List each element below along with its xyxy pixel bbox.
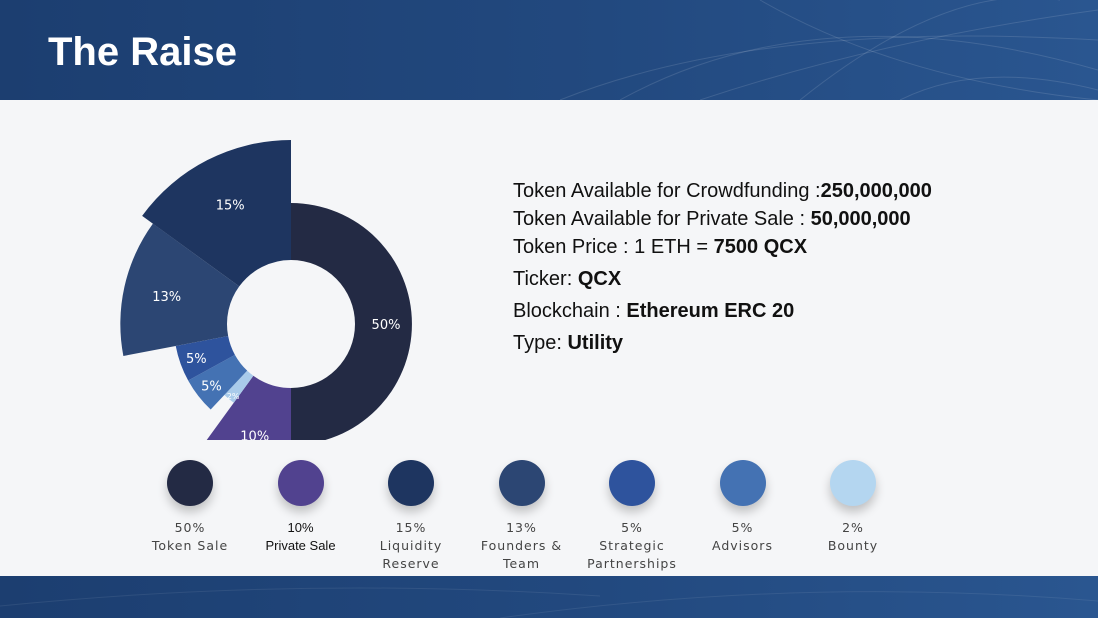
info-label: Blockchain : [513, 300, 627, 322]
legend-swatch [719, 460, 766, 506]
legend-swatch [498, 460, 545, 506]
legend-swatch [609, 460, 655, 506]
chart-slice [224, 370, 254, 403]
legend-percent: 15% [395, 520, 427, 535]
info-value: Utility [567, 332, 624, 354]
footer-band [0, 576, 1098, 618]
chart-slice [291, 203, 412, 440]
info-line: Type: Utility [513, 332, 623, 355]
chart-legend: 50% Token Sale 10% Private Sale 15% Liquidity… [135, 460, 965, 573]
info-value: 250,000,000 [820, 180, 932, 202]
info-value: 7500 QCX [713, 236, 808, 258]
slice-label: 50% [372, 318, 401, 333]
header-band: The Raise [0, 0, 1098, 100]
legend-label: Advisors [712, 538, 773, 553]
distribution-chart: 50% 10% 2% 5% 5% 13% 15% [120, 140, 412, 440]
legend-label: Strategic Partnerships [587, 538, 677, 571]
info-label: Token Available for Crowdfunding : [513, 180, 821, 202]
info-value: QCX [577, 268, 622, 290]
info-line: Blockchain : Ethereum ERC 20 [513, 300, 794, 323]
legend-item: 10% Private Sale [246, 460, 356, 555]
slice-label: 13% [152, 290, 181, 305]
legend-percent: 13% [506, 520, 537, 535]
legend-swatch [277, 460, 324, 506]
legend-swatch [388, 460, 434, 506]
legend-item: 50% Token Sale [135, 460, 245, 555]
chart-slice [188, 354, 248, 410]
legend-label: Bounty [827, 538, 879, 553]
slice-label: 2% [227, 392, 240, 401]
legend-percent: 50% [174, 520, 206, 535]
legend-label: Private Sale [265, 538, 336, 553]
legend-label: Founders & Team [480, 538, 563, 571]
legend-swatch [830, 460, 876, 506]
legend-item: 15% Liquidity Reserve [356, 460, 466, 573]
legend-item: 5% Strategic Partnerships [577, 460, 687, 573]
info-value: Ethereum ERC 20 [626, 300, 795, 322]
legend-percent: 5% [621, 520, 643, 535]
footer-decoration [0, 587, 1098, 618]
legend-swatch [167, 460, 213, 506]
info-line: Ticker: QCX [513, 268, 621, 291]
legend-item: 5% Advisors [688, 460, 798, 555]
legend-percent: 10% [287, 520, 314, 535]
slide-content: 50% 10% 2% 5% 5% 13% 15% Token Available for C… [0, 100, 1098, 576]
legend-label: Token Sale [151, 538, 229, 553]
slice-label: 5% [201, 380, 222, 395]
info-line: Token Price : 1 ETH = 7500 QCX [513, 236, 807, 259]
legend-percent: 5% [731, 520, 754, 535]
info-label: Token Available for Private Sale : [513, 208, 811, 230]
info-line: Token Available for Private Sale : 50,00… [513, 208, 911, 231]
legend-percent: 2% [842, 520, 864, 535]
info-line: Token Available for Crowdfunding :250,00… [513, 180, 932, 203]
legend-item: 2% Bounty [798, 460, 908, 555]
slice-label: 5% [186, 352, 207, 367]
info-label: Type: [513, 332, 568, 354]
legend-label: Liquidity Reserve [379, 538, 443, 571]
legend-item: 13% Founders & Team [467, 460, 577, 573]
chart-slice [142, 140, 291, 287]
chart-slice [175, 335, 235, 381]
info-label: Ticker: [513, 268, 578, 290]
header-decoration [559, 0, 1098, 100]
slide-title: The Raise [48, 30, 237, 74]
slice-label: 10% [240, 430, 269, 440]
slice-label: 15% [216, 199, 245, 214]
chart-slice [120, 223, 240, 356]
chart-slice [206, 375, 291, 440]
info-value: 50,000,000 [810, 208, 911, 230]
info-label: Token Price : 1 ETH = [513, 236, 714, 258]
